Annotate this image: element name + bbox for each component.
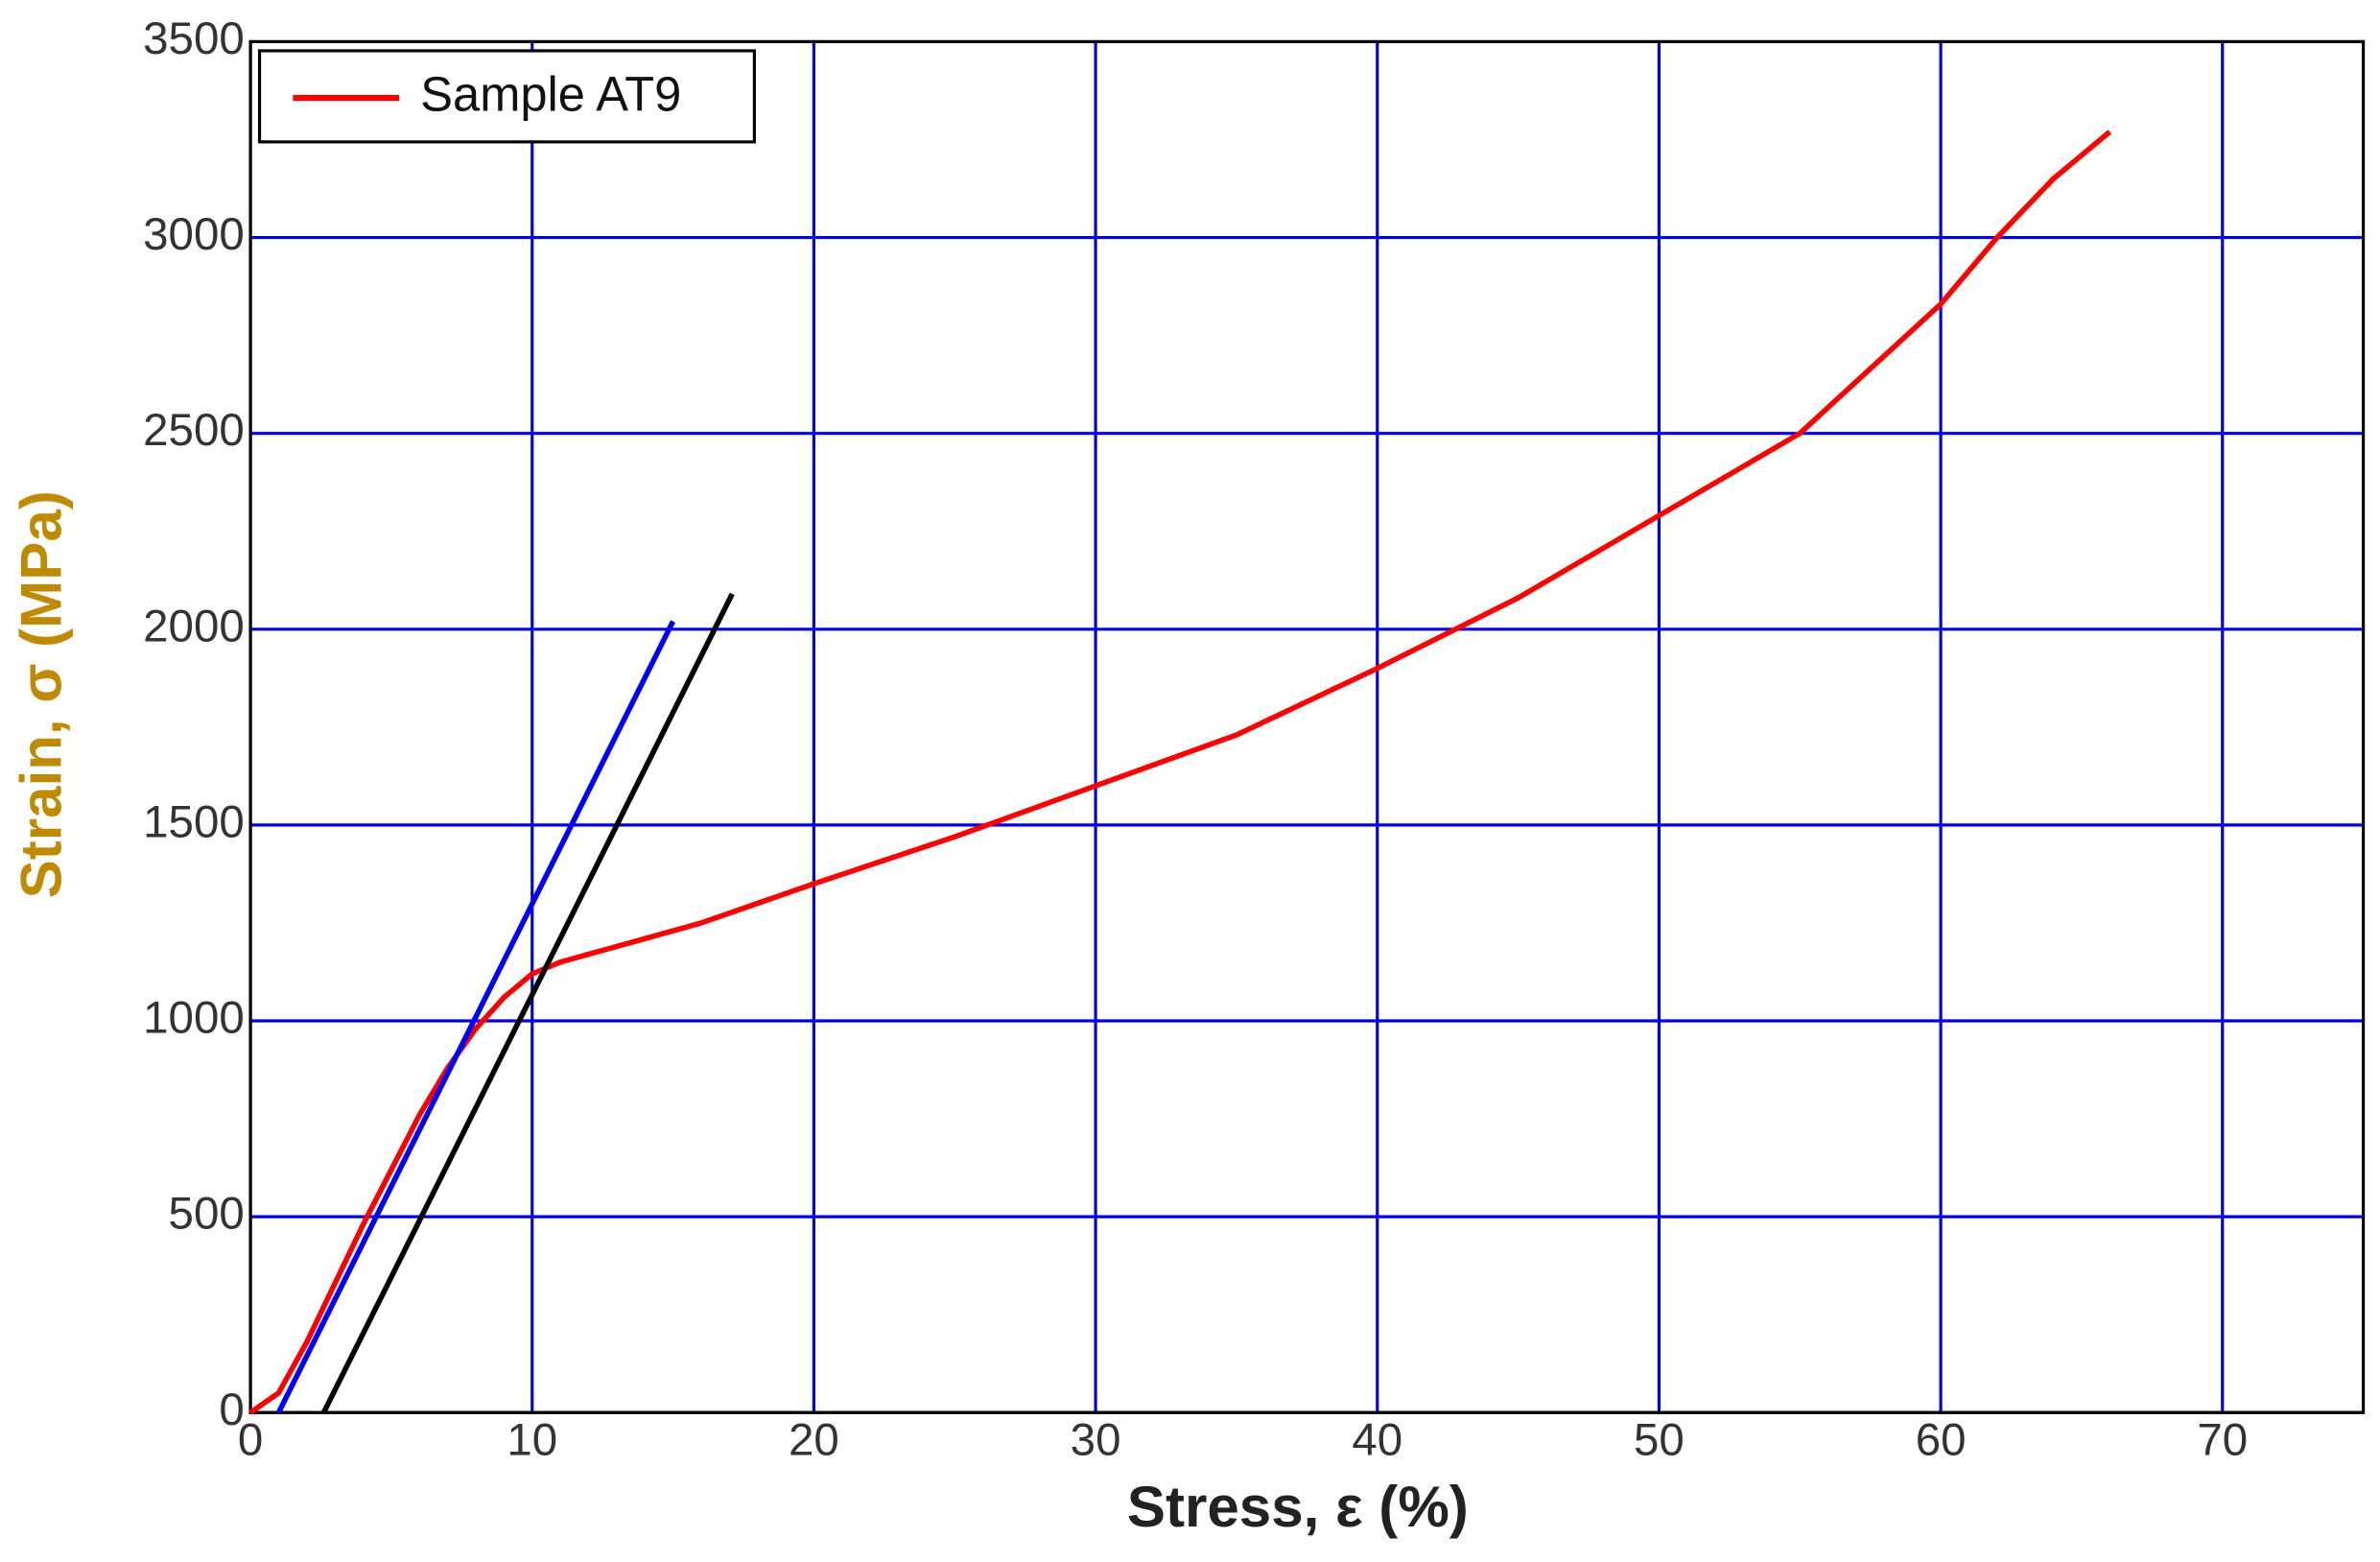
y-tick-label: 1500 [143, 796, 245, 847]
y-axis-label: Strain, σ (MPa) [9, 490, 73, 898]
x-tick-label: 0 [238, 1414, 263, 1465]
x-tick-label: 30 [1071, 1414, 1121, 1465]
x-tick-label: 50 [1634, 1414, 1685, 1465]
y-tick-label: 1000 [143, 993, 245, 1044]
x-axis-label: Stress, ε (%) [1127, 1475, 1469, 1539]
y-tick-label: 3000 [143, 209, 245, 260]
data-line [320, 592, 735, 1414]
y-tick-label: 2500 [143, 405, 245, 456]
y-tick-label: 500 [169, 1189, 245, 1240]
data-line [248, 130, 2112, 1415]
y-tick-label: 0 [219, 1384, 244, 1435]
data-line [275, 620, 676, 1414]
y-tick-label: 3500 [143, 13, 245, 64]
x-tick-label: 60 [1916, 1414, 1967, 1465]
plot-frame [248, 39, 2366, 1414]
x-tick-label: 10 [507, 1414, 557, 1465]
y-tick-label: 2000 [143, 601, 245, 651]
background [0, 3, 2380, 1559]
x-tick-label: 70 [2197, 1414, 2248, 1465]
x-tick-label: 20 [789, 1414, 839, 1465]
x-tick-label: 40 [1352, 1414, 1402, 1465]
legend-label: Sample AT9 [420, 66, 681, 121]
